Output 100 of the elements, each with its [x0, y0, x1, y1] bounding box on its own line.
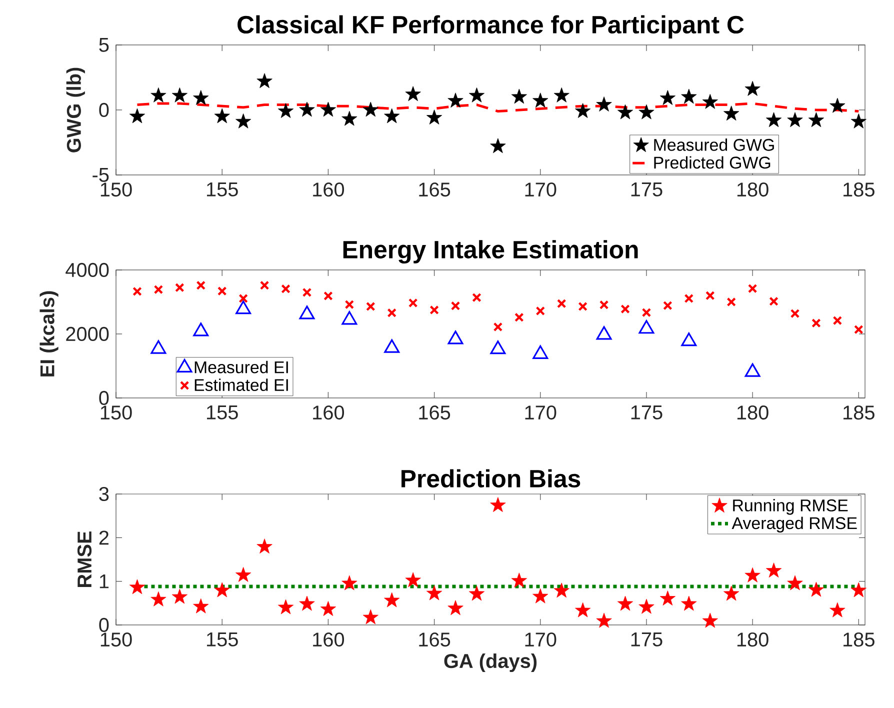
point — [642, 308, 652, 318]
point — [514, 312, 524, 322]
point — [787, 575, 803, 590]
point — [384, 108, 400, 124]
point — [172, 87, 188, 102]
point — [660, 90, 676, 105]
point — [638, 320, 654, 334]
legend-label: Measured GWG — [654, 138, 774, 151]
point — [362, 609, 378, 624]
point — [299, 102, 315, 117]
point — [281, 284, 290, 294]
point — [448, 92, 464, 108]
point — [663, 300, 672, 310]
x-tick-label: 165 — [419, 406, 450, 420]
point — [256, 538, 272, 554]
point — [599, 300, 609, 310]
point — [150, 340, 166, 354]
point — [129, 108, 146, 124]
point — [129, 579, 146, 594]
point — [430, 305, 439, 315]
x-tick-label: 155 — [206, 182, 238, 196]
point — [172, 588, 188, 604]
point — [748, 284, 758, 294]
chart-title: Prediction Bias — [402, 469, 580, 488]
x-axis-title: GA (days) — [444, 653, 537, 672]
point — [726, 297, 736, 307]
y-tick-label: 5 — [99, 38, 109, 52]
point — [744, 80, 760, 96]
x-tick-label: 170 — [525, 406, 556, 420]
point — [278, 103, 294, 118]
point — [684, 294, 694, 304]
point — [511, 572, 527, 588]
x-tick-label: 180 — [737, 406, 768, 420]
point — [384, 592, 400, 608]
point — [193, 90, 209, 105]
point — [472, 292, 482, 302]
point — [150, 591, 166, 606]
point — [405, 572, 421, 588]
y-tick-label: 0 — [99, 618, 109, 632]
y-axis-title: RMSE — [77, 531, 92, 587]
point — [236, 113, 252, 128]
x-tick-label: 165 — [419, 182, 450, 197]
legend-label: Averaged RMSE — [732, 516, 857, 533]
point — [468, 586, 485, 601]
point — [850, 582, 866, 598]
point — [575, 602, 591, 618]
point — [302, 288, 312, 298]
point — [154, 284, 164, 294]
y-tick-label: 2 — [99, 530, 108, 545]
point — [769, 296, 778, 306]
point — [426, 585, 442, 600]
point — [578, 302, 588, 312]
point — [278, 599, 294, 614]
point — [681, 332, 697, 346]
point — [408, 298, 418, 308]
point — [320, 102, 336, 117]
legend-label: Predicted GWG — [654, 156, 770, 169]
point — [193, 322, 209, 336]
x-tick-label: 150 — [100, 406, 132, 420]
point — [744, 567, 760, 582]
point — [387, 308, 396, 318]
point — [468, 87, 485, 102]
point — [832, 316, 842, 326]
point — [342, 110, 358, 126]
point — [448, 600, 464, 616]
point — [808, 582, 824, 597]
point — [342, 311, 358, 325]
point — [766, 112, 782, 128]
x-tick-label: 180 — [737, 632, 768, 647]
chart-title: Classical KF Performance for Participant C — [238, 15, 744, 38]
point — [617, 104, 634, 120]
legend-label: Measured EI — [194, 360, 288, 374]
x-tick-label: 155 — [206, 632, 238, 646]
point — [575, 103, 591, 118]
point — [620, 304, 630, 314]
point — [660, 590, 676, 606]
x-tick-label: 185 — [844, 632, 874, 647]
y-tick-label: 2000 — [66, 326, 109, 342]
point — [536, 306, 546, 316]
point — [830, 602, 846, 618]
point — [596, 326, 612, 340]
legend-label: Running RMSE — [733, 498, 848, 515]
point — [617, 596, 634, 611]
point — [217, 286, 227, 296]
point — [554, 582, 570, 598]
point — [681, 596, 697, 611]
x-tick-label: 170 — [525, 182, 556, 197]
point — [490, 497, 506, 512]
point — [150, 87, 166, 102]
point — [702, 612, 718, 628]
point — [554, 87, 570, 102]
x-tick-label: 170 — [525, 632, 556, 647]
point — [702, 94, 718, 109]
x-tick-label: 155 — [206, 406, 238, 420]
point — [344, 300, 354, 310]
point — [450, 301, 460, 310]
point — [260, 280, 270, 290]
point — [596, 612, 612, 628]
point — [596, 96, 612, 112]
point — [511, 88, 527, 104]
